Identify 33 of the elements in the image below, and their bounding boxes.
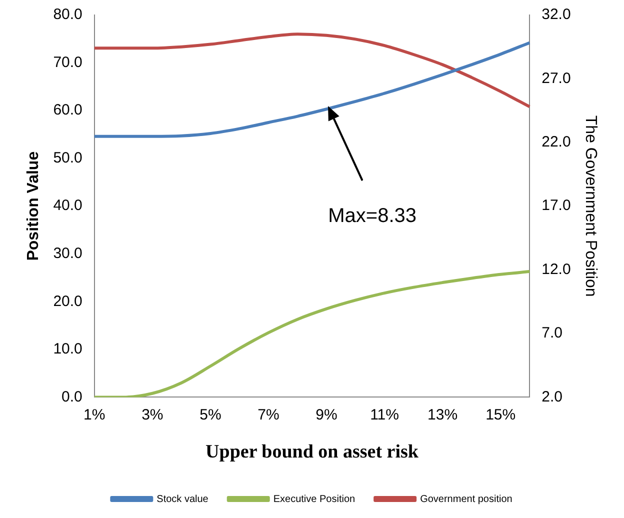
x-tick-label: 7%	[258, 406, 280, 424]
x-tick-label: 1%	[84, 406, 106, 424]
y-tick-label: 60.0	[53, 102, 82, 119]
x-tick-label: 5%	[200, 406, 222, 424]
y2-axis-title: The Government Position	[582, 115, 599, 297]
y2-tick-label: 17.0	[542, 197, 571, 214]
x-tick-label: 3%	[142, 406, 164, 424]
y-tick-label: 30.0	[53, 245, 82, 262]
legend-label: Executive Position	[273, 494, 356, 505]
y-tick-label: 20.0	[53, 292, 82, 310]
x-tick-label: 11%	[370, 406, 399, 424]
y2-tick-label: 27.0	[542, 70, 571, 87]
y-axis-title: Position Value	[25, 151, 42, 261]
y-tick-label: 0.0	[62, 388, 82, 406]
y-tick-label: 10.0	[53, 340, 82, 358]
y2-tick-label: 22.0	[542, 134, 571, 151]
x-tick-label: 9%	[316, 406, 338, 424]
y-tick-label: 70.0	[53, 54, 82, 71]
line-series	[92, 32, 532, 108]
y2-tick-label: 7.0	[542, 324, 562, 342]
y2-tick-label: 12.0	[542, 260, 571, 278]
legend-label: Government position	[420, 494, 512, 505]
x-tick-label: 13%	[428, 406, 458, 424]
legend-label: Stock value	[156, 494, 209, 505]
y2-tick-label: 2.0	[542, 388, 562, 406]
line-series	[92, 41, 532, 138]
x-axis-title: Upper bound on asset risk	[206, 442, 419, 463]
y-tick-label: 80.0	[53, 6, 82, 24]
y-tick-label: 40.0	[53, 197, 82, 214]
y-tick-label: 50.0	[53, 149, 82, 166]
y2-tick-label: 32.0	[542, 6, 571, 24]
x-tick-label: 15%	[486, 406, 516, 424]
annotation: Max=8.33	[328, 204, 416, 227]
